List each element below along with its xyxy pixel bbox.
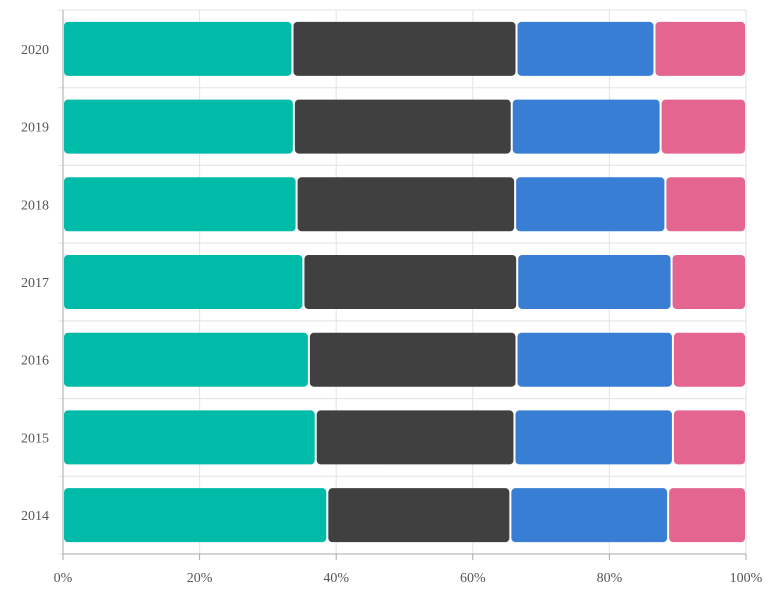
axes (62, 10, 747, 560)
bar-segment-2014-s1 (328, 488, 510, 543)
bar-segment-2015-s0 (64, 410, 315, 465)
bar-segment-2015-s1 (316, 410, 514, 465)
bar-segment-2018-s3 (666, 177, 745, 232)
x-tick-label: 20% (187, 571, 213, 586)
y-tick-label: 2015 (21, 431, 49, 446)
bar-segment-2017-s3 (672, 255, 745, 309)
bar-segment-2016-s1 (309, 332, 516, 387)
bar-segment-2014-s0 (64, 488, 327, 543)
bar-segment-2019-s1 (294, 99, 511, 154)
y-tick-label: 2016 (21, 354, 49, 369)
x-tick-label: 100% (730, 571, 763, 586)
bar-segment-2014-s3 (669, 488, 745, 543)
x-tick-label: 0% (54, 571, 73, 586)
bar-segment-2016-s0 (64, 332, 308, 387)
bar-segment-2020-s0 (64, 21, 292, 76)
bar-segment-2017-s0 (64, 255, 303, 309)
bar-segment-2018-s0 (64, 177, 296, 232)
bar-segment-2020-s3 (655, 21, 745, 76)
bar-segment-2019-s0 (64, 99, 293, 154)
bar-segment-2016-s2 (517, 332, 672, 387)
y-tick-label: 2019 (21, 121, 49, 136)
bar-segment-2019-s3 (661, 99, 745, 154)
bar-segment-2020-s1 (293, 21, 516, 76)
bar-segment-2018-s2 (516, 177, 665, 232)
y-tick-label: 2020 (21, 43, 49, 58)
bar-segment-2017-s1 (304, 255, 517, 309)
bar-segment-2017-s2 (518, 255, 671, 309)
tick-labels: 0% 20% 40% 60% 80% 100% 2014 2015 2016 2017 2018 20… (21, 43, 763, 586)
bar-segment-2015-s2 (515, 410, 672, 465)
x-tick-label: 60% (460, 571, 486, 586)
y-tick-label: 2018 (21, 198, 49, 213)
bars (64, 21, 745, 543)
y-tick-label: 2017 (21, 276, 49, 291)
x-tick-label: 40% (323, 571, 349, 586)
x-tick-label: 80% (597, 571, 623, 586)
bar-segment-2014-s2 (511, 488, 668, 543)
y-tick-label: 2014 (21, 509, 49, 524)
bar-segment-2019-s2 (512, 99, 660, 154)
bar-segment-2018-s1 (297, 177, 515, 232)
bar-segment-2015-s3 (673, 410, 745, 465)
bar-segment-2016-s3 (673, 332, 745, 387)
bar-segment-2020-s2 (517, 21, 654, 76)
